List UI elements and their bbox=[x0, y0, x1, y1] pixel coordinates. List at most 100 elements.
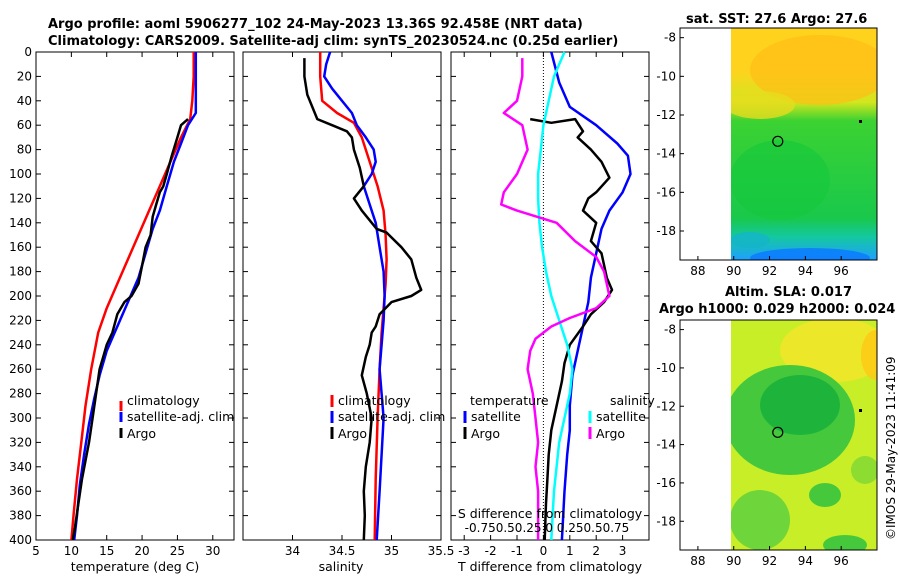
series-line-satellite-adj-clim bbox=[322, 51, 386, 541]
map-lat-label: -14 bbox=[656, 147, 676, 161]
difference-axis: -3 -2 -1 0 1 2 3 bbox=[451, 51, 649, 558]
map-lon-label: 88 bbox=[690, 264, 705, 278]
difference-xlabel: T difference from climatology bbox=[457, 559, 643, 574]
x-tick-label: 15 bbox=[99, 544, 114, 558]
depth-tick-label: 280 bbox=[9, 387, 32, 401]
legend-label-t-argo: Argo bbox=[471, 426, 500, 441]
s-difference-top-label: S difference from climatology bbox=[458, 506, 643, 521]
depth-axis: 0 20 40 60 80 100 120 140 160 180 200 220 240 260 280 3… bbox=[9, 45, 234, 547]
x-tick-label: 34.5 bbox=[329, 544, 356, 558]
sst-map-axes: 88 90 92 94 96 -8 -10 -12 -14 -16 -18 bbox=[656, 31, 848, 278]
map-lon-label: 90 bbox=[726, 264, 741, 278]
legend-title-salinity: salinity bbox=[610, 393, 655, 408]
x-tick-label: 2 bbox=[592, 544, 600, 558]
series-line-argo bbox=[71, 118, 189, 541]
x-tick-label: 30 bbox=[205, 544, 220, 558]
sst-map-frame bbox=[679, 27, 878, 261]
depth-tick-label: 380 bbox=[9, 509, 32, 523]
x-tick-label: -1 bbox=[511, 544, 523, 558]
depth-tick-label: 220 bbox=[9, 313, 32, 327]
map-lon-label: 88 bbox=[690, 554, 705, 568]
depth-tick-label: 60 bbox=[17, 118, 32, 132]
legend-title-temperature: temperature bbox=[470, 393, 549, 408]
difference-plot-frame bbox=[450, 51, 650, 541]
salinity-legend: climatology satellite-adj. clim Argo bbox=[330, 393, 445, 441]
salinity-series bbox=[303, 51, 423, 541]
x-tick-label: 25 bbox=[170, 544, 185, 558]
temperature-plot-frame bbox=[35, 51, 235, 541]
sla-map-title-1: Altim. SLA: 0.017 bbox=[725, 285, 852, 300]
map-lon-label: 90 bbox=[726, 554, 741, 568]
map-lon-label: 94 bbox=[798, 264, 813, 278]
sla-argo-marker bbox=[772, 426, 784, 438]
x-tick-label: 20 bbox=[134, 544, 149, 558]
title-line-2: Climatology: CARS2009. Satellite-adj cli… bbox=[48, 34, 618, 49]
map-lon-label: 96 bbox=[834, 264, 849, 278]
map-lat-label: -16 bbox=[656, 476, 676, 490]
sla-map-frame bbox=[679, 319, 878, 551]
x-tick-label: -3 bbox=[458, 544, 470, 558]
depth-tick-label: 160 bbox=[9, 240, 32, 254]
temperature-legend: climatology satellite-adj. clim Argo bbox=[119, 393, 234, 441]
map-lon-label: 96 bbox=[834, 554, 849, 568]
series-line-t-argo bbox=[529, 117, 614, 541]
x-tick-label: 1 bbox=[566, 544, 574, 558]
map-lat-label: -12 bbox=[656, 399, 676, 413]
sla-field-texture bbox=[731, 320, 877, 550]
temperature-series bbox=[70, 52, 198, 541]
legend-label-s-satellite: satellite bbox=[596, 409, 646, 424]
depth-tick-label: 360 bbox=[9, 484, 32, 498]
legend-label-argo: Argo bbox=[338, 426, 367, 441]
temperature-xlabel: temperature (deg C) bbox=[71, 559, 200, 574]
depth-tick-label: 200 bbox=[9, 289, 32, 303]
map-lon-label: 92 bbox=[762, 264, 777, 278]
series-line-argo bbox=[303, 58, 423, 541]
sla-map-axes: 88 90 92 94 96 -8 -10 -12 -14 -16 -18 bbox=[656, 323, 848, 568]
sst-map-panel: 88 90 92 94 96 -8 -10 -12 -14 -16 -18 bbox=[656, 27, 878, 278]
x-tick-label: 0 bbox=[540, 544, 548, 558]
map-lat-label: -8 bbox=[664, 31, 676, 45]
map-lat-label: -14 bbox=[656, 438, 676, 452]
legend-label-satellite: satellite-adj. clim bbox=[338, 409, 445, 424]
depth-tick-label: 120 bbox=[9, 191, 32, 205]
sla-map-panel: 88 90 92 94 96 -8 -10 -12 -14 -16 -18 bbox=[656, 319, 878, 568]
x-tick-label: -2 bbox=[485, 544, 497, 558]
map-lat-label: -16 bbox=[656, 185, 676, 199]
difference-series bbox=[499, 51, 632, 541]
depth-tick-label: 300 bbox=[9, 411, 32, 425]
difference-panel: -3 -2 -1 0 1 2 3 S difference from climatology… bbox=[450, 51, 655, 574]
map-lat-label: -10 bbox=[656, 69, 676, 83]
map-lat-label: -18 bbox=[656, 224, 676, 238]
x-tick-label: 35 bbox=[384, 544, 399, 558]
depth-tick-label: 260 bbox=[9, 362, 32, 376]
series-line-t-satellite bbox=[550, 51, 632, 541]
difference-legend: temperature salinity satellite Argo sate… bbox=[463, 393, 655, 441]
depth-tick-label: 400 bbox=[9, 533, 32, 547]
sla-point-marker bbox=[859, 409, 862, 412]
title-line-1: Argo profile: aoml 5906277_102 24-May-20… bbox=[48, 17, 583, 32]
map-lon-label: 92 bbox=[762, 554, 777, 568]
series-line-climatology bbox=[70, 52, 195, 541]
series-line-satellite-adj-clim bbox=[72, 52, 198, 541]
sst-argo-marker bbox=[772, 135, 784, 147]
map-lat-label: -8 bbox=[664, 323, 676, 337]
legend-label-satellite: satellite-adj. clim bbox=[127, 409, 234, 424]
copyright-stamp: ©IMOS 29-May-2023 11:41:09 bbox=[884, 356, 898, 540]
temperature-axis: 5 10 15 20 25 30 bbox=[32, 52, 220, 558]
depth-tick-label: 0 bbox=[24, 45, 32, 59]
depth-tick-label: 20 bbox=[17, 69, 32, 83]
depth-tick-label: 140 bbox=[9, 216, 32, 230]
x-tick-label: 5 bbox=[32, 544, 40, 558]
legend-label-s-argo: Argo bbox=[596, 426, 625, 441]
x-tick-label: 10 bbox=[64, 544, 79, 558]
salinity-panel: 34 34.5 35 35.5 salinity climatology satell… bbox=[242, 51, 454, 574]
legend-label-argo: Argo bbox=[127, 426, 156, 441]
series-line-s-satellite bbox=[536, 51, 574, 541]
depth-tick-label: 320 bbox=[9, 435, 32, 449]
legend-label-climatology: climatology bbox=[127, 393, 200, 408]
legend-label-climatology: climatology bbox=[338, 393, 411, 408]
depth-tick-label: 340 bbox=[9, 460, 32, 474]
map-lat-label: -10 bbox=[656, 361, 676, 375]
depth-tick-label: 80 bbox=[17, 143, 32, 157]
